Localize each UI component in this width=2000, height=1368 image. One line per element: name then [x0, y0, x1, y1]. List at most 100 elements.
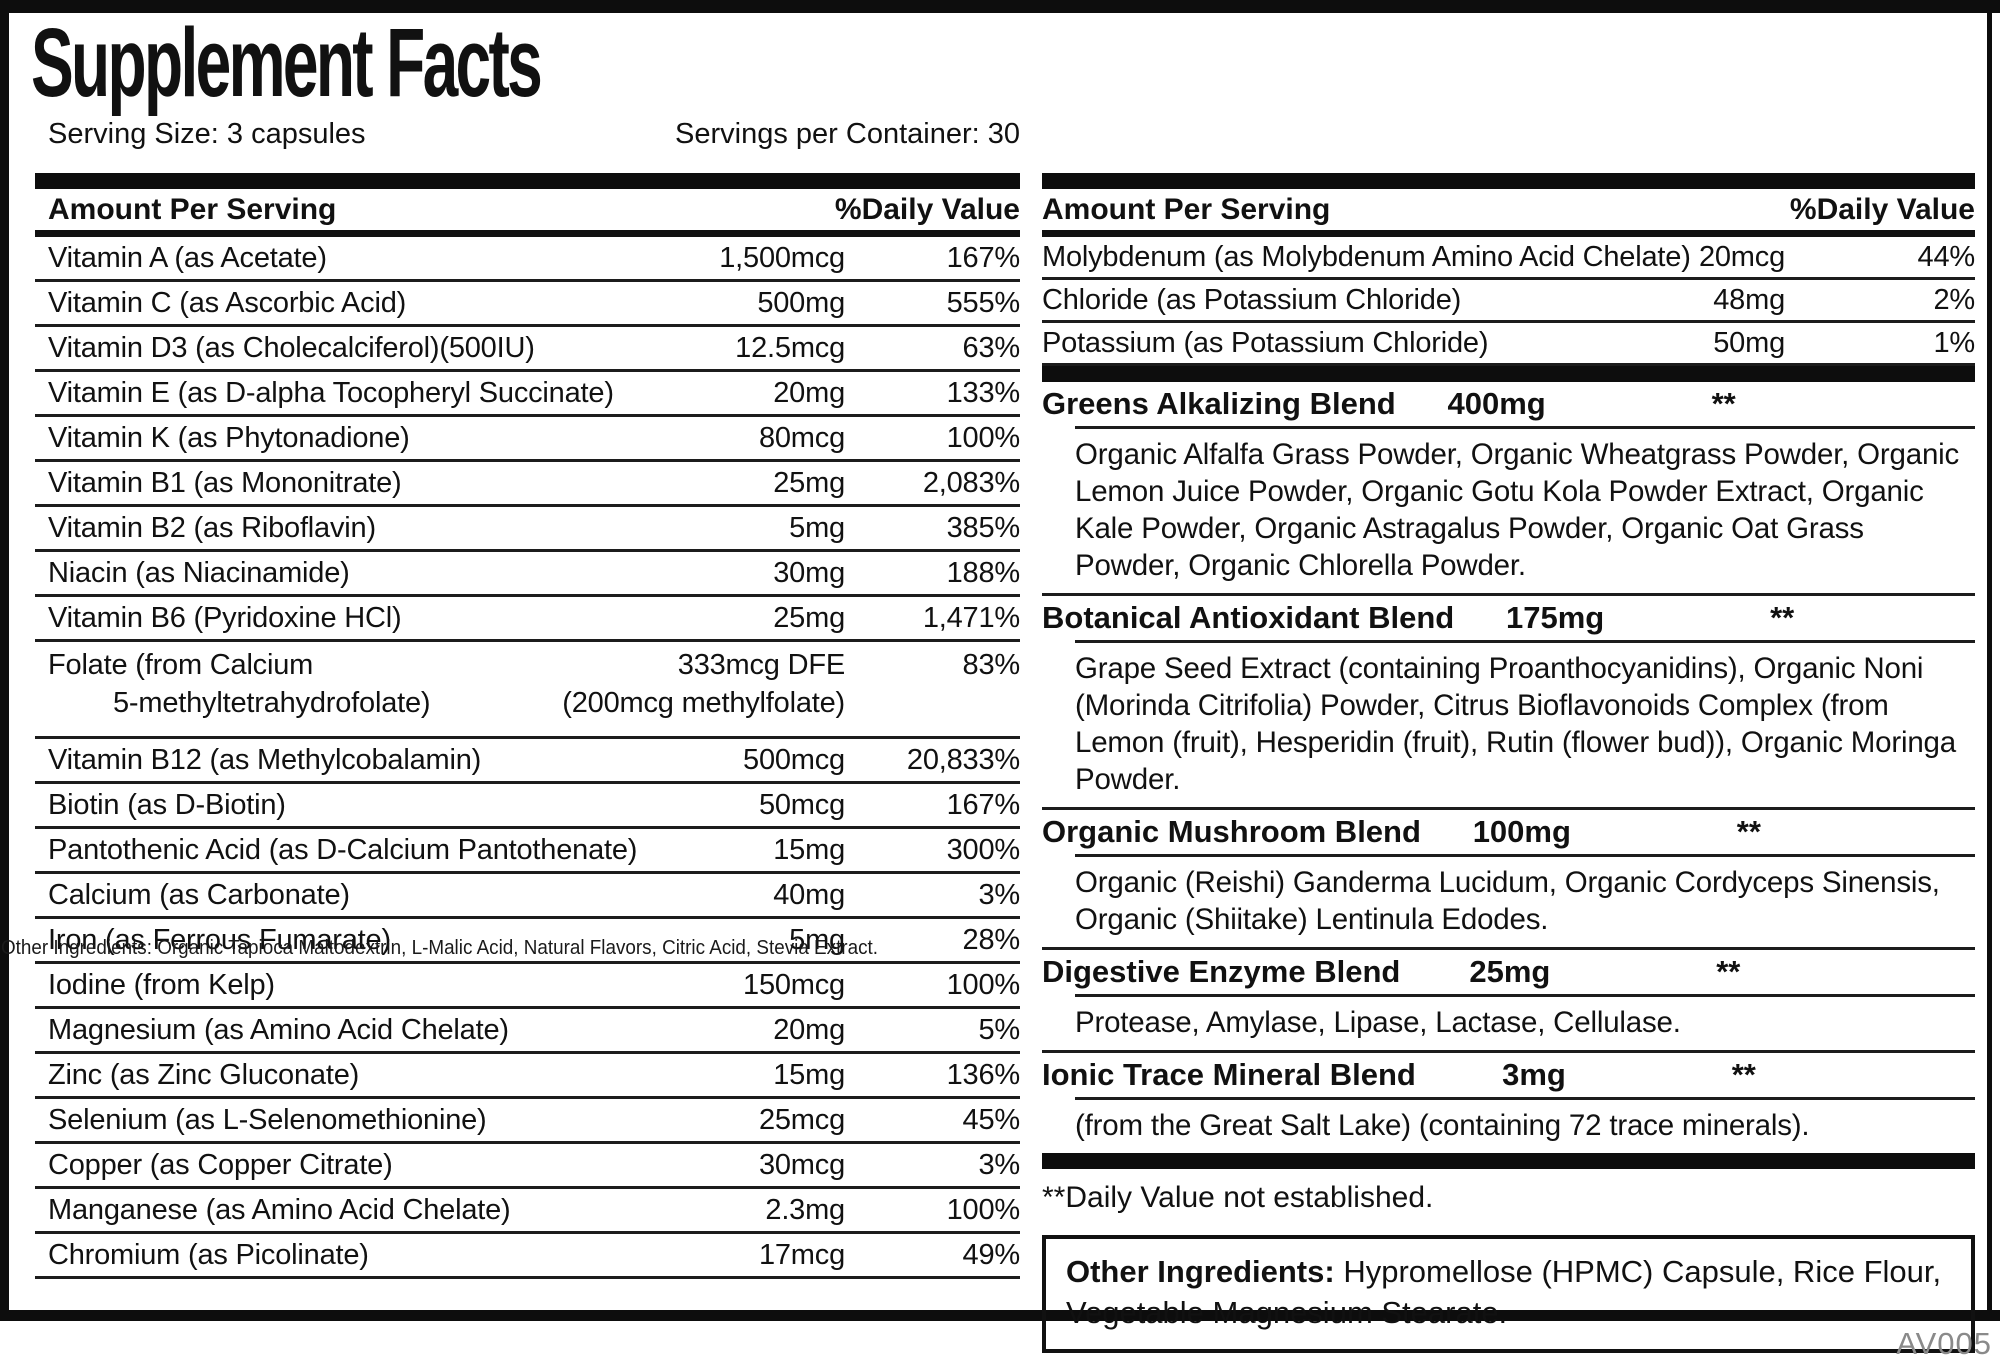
table-header-bar: [35, 173, 1020, 189]
nutrient-dv-cell: 63%: [845, 332, 1021, 365]
nutrient-amount: 5mg: [789, 511, 845, 544]
table-row: Biotin (as D-Biotin) 50mcg 167%: [35, 784, 1020, 829]
blend-ingredients: (from the Great Salt Lake) (containing 7…: [1075, 1109, 1810, 1142]
servings-per-container: Servings per Container: 30: [675, 118, 1020, 150]
blend-dv: **: [1711, 386, 1736, 421]
nutrient-amount-cell: 5mg: [655, 512, 845, 545]
footnote-section-bar: [1042, 1153, 1975, 1169]
nutrient-name: Vitamin B6 (Pyridoxine HCl): [48, 601, 402, 634]
nutrient-dv: 20,833%: [906, 743, 1020, 776]
blend-amount-cell: 400mg: [1396, 386, 1546, 422]
nutrient-dv: 300%: [946, 833, 1021, 866]
nutrient-amount: 25mcg: [758, 1103, 845, 1136]
nutrient-dv: 2,083%: [922, 466, 1020, 499]
table-row: Calcium (as Carbonate) 40mg 3%: [35, 874, 1020, 919]
nutrient-name: Manganese (as Amino Acid Chelate): [48, 1193, 511, 1226]
nutrient-dv: 167%: [946, 788, 1021, 821]
table-row: Magnesium (as Amino Acid Chelate) 20mg 5%: [35, 1009, 1020, 1054]
nutrient-dv-cell: 100%: [845, 1194, 1021, 1227]
nutrient-dv: 167%: [946, 241, 1021, 274]
nutrient-name: Folate (from Calcium 5-methyltetrahydrofo…: [35, 646, 515, 722]
nutrient-amount-cell: 25mg: [655, 467, 845, 500]
nutrient-dv-cell: 555%: [845, 287, 1021, 320]
serving-size: Serving Size: 3 capsules: [48, 118, 366, 150]
blend-underline: [1075, 426, 1975, 429]
nutrient-dv-cell: 100%: [845, 969, 1021, 1002]
table-row: Vitamin B6 (Pyridoxine HCl) 25mg 1,471%: [35, 597, 1020, 642]
blend-name: Organic Mushroom Blend: [1042, 814, 1421, 849]
blend-separator: [1042, 593, 1975, 596]
nutrient-amount-cell: 30mcg: [655, 1149, 845, 1182]
blend-name: Digestive Enzyme Blend: [1042, 954, 1401, 989]
table-row: Copper (as Copper Citrate) 30mcg 3%: [35, 1144, 1020, 1189]
nutrient-name: Molybdenum (as Molybdenum Amino Acid Che…: [1042, 240, 1691, 273]
nutrient-dv-cell: 2%: [1785, 284, 1975, 317]
table-header-row: Amount Per Serving %Daily Value: [1042, 189, 1975, 237]
nutrient-amount-line2: (200mcg methylfolate): [562, 687, 845, 719]
nutrient-dv: 133%: [946, 376, 1021, 409]
nutrient-amount-cell: 1,500mcg: [655, 242, 845, 275]
blend-amount: 400mg: [1447, 386, 1546, 421]
blend-ingredients: Organic Alfalfa Grass Powder, Organic Wh…: [1075, 438, 1960, 582]
table-header-bar: [1042, 173, 1975, 189]
table-row: Potassium (as Potassium Chloride) 50mg 1%: [1042, 323, 1975, 366]
table-row: Iodine (from Kelp) 150mcg 100%: [35, 964, 1020, 1009]
blend-name: Botanical Antioxidant Blend: [1042, 600, 1455, 635]
blend-dv: **: [1716, 954, 1741, 989]
nutrient-dv-cell: 45%: [845, 1104, 1021, 1137]
blend-ingredients: Grape Seed Extract (containing Proanthoc…: [1075, 652, 1956, 796]
nutrient-amount: 500mg: [757, 286, 845, 319]
nutrient-dv: 2%: [1933, 283, 1975, 316]
blend-name: Greens Alkalizing Blend: [1042, 386, 1396, 421]
other-ingredients-box: Other Ingredients: Hypromellose (HPMC) C…: [1042, 1235, 1975, 1353]
blend-underline: [1075, 640, 1975, 643]
nutrient-amount: 25mg: [773, 601, 845, 634]
nutrient-name: Niacin (as Niacinamide): [48, 556, 350, 589]
table-row: Vitamin D3 (as Cholecalciferol)(500IU) 12…: [35, 327, 1020, 372]
blend-ingredients: Organic (Reishi) Ganderma Lucidum, Organ…: [1075, 866, 1940, 936]
daily-value-header: %Daily Value: [1789, 192, 1975, 226]
nutrient-amount: 20mg: [773, 376, 845, 409]
table-row: Vitamin B12 (as Methylcobalamin) 500mcg 20…: [35, 739, 1020, 784]
blend-amount-cell: 3mg: [1416, 1057, 1566, 1093]
nutrient-name: Copper (as Copper Citrate): [48, 1148, 393, 1181]
nutrient-name: Magnesium (as Amino Acid Chelate): [48, 1013, 509, 1046]
blend-header: Organic Mushroom Blend 100mg **: [1042, 810, 1975, 854]
nutrient-name: Vitamin E (as D-alpha Tocopheryl Succina…: [48, 376, 614, 409]
nutrient-dv-cell: 28%: [845, 923, 1021, 957]
label-border-right: [1987, 0, 1992, 1320]
blend-amount: 25mg: [1469, 954, 1551, 989]
table-row: Selenium (as L-Selenomethionine) 25mcg 45%: [35, 1099, 1020, 1144]
blend-separator: [1042, 1050, 1975, 1053]
nutrient-name: Vitamin B1 (as Mononitrate): [48, 466, 402, 499]
nutrient-name: Vitamin B12 (as Methylcobalamin): [48, 743, 482, 776]
nutrient-amount: 20mg: [773, 1013, 845, 1046]
nutrient-amount: 50mcg: [758, 788, 845, 821]
nutrient-amount: 150mcg: [743, 968, 845, 1001]
nutrient-amount-cell: 5mg: [655, 924, 845, 957]
nutrient-dv-cell: 5%: [845, 1014, 1020, 1047]
label-border-left: [0, 0, 9, 1320]
nutrient-amount: 20mcg: [1698, 240, 1785, 273]
nutrient-amount: 333mcg DFE (200mcg methylfolate): [515, 646, 845, 722]
blend-amount: 100mg: [1472, 814, 1571, 849]
left-table-rows: Vitamin A (as Acetate) 1,500mcg 167% Vitami…: [35, 237, 1020, 1279]
nutrient-dv: 100%: [946, 421, 1021, 454]
nutrient-amount: 30mg: [773, 556, 845, 589]
blend-underline: [1075, 854, 1975, 857]
daily-value-header: %Daily Value: [834, 192, 1020, 226]
nutrient-dv: 28%: [962, 923, 1021, 956]
nutrient-amount-cell: 80mcg: [655, 422, 845, 455]
nutrient-dv: 3%: [978, 878, 1020, 911]
nutrient-dv: 1%: [1933, 326, 1975, 359]
nutrient-name: Calcium (as Carbonate): [48, 878, 350, 911]
table-row: Vitamin B1 (as Mononitrate) 25mg 2,083%: [35, 462, 1020, 507]
nutrient-amount: 40mg: [773, 878, 845, 911]
blend-dv-cell: **: [1546, 386, 1736, 422]
nutrient-amount: 17mcg: [758, 1238, 845, 1271]
nutrient-dv-cell: 20,833%: [845, 744, 1020, 777]
table-row: Molybdenum (as Molybdenum Amino Acid Che…: [1042, 237, 1975, 280]
nutrient-name: Iodine (from Kelp): [48, 968, 275, 1001]
blend-sections: Greens Alkalizing Blend 400mg ** Organic Al…: [1042, 382, 1975, 1144]
